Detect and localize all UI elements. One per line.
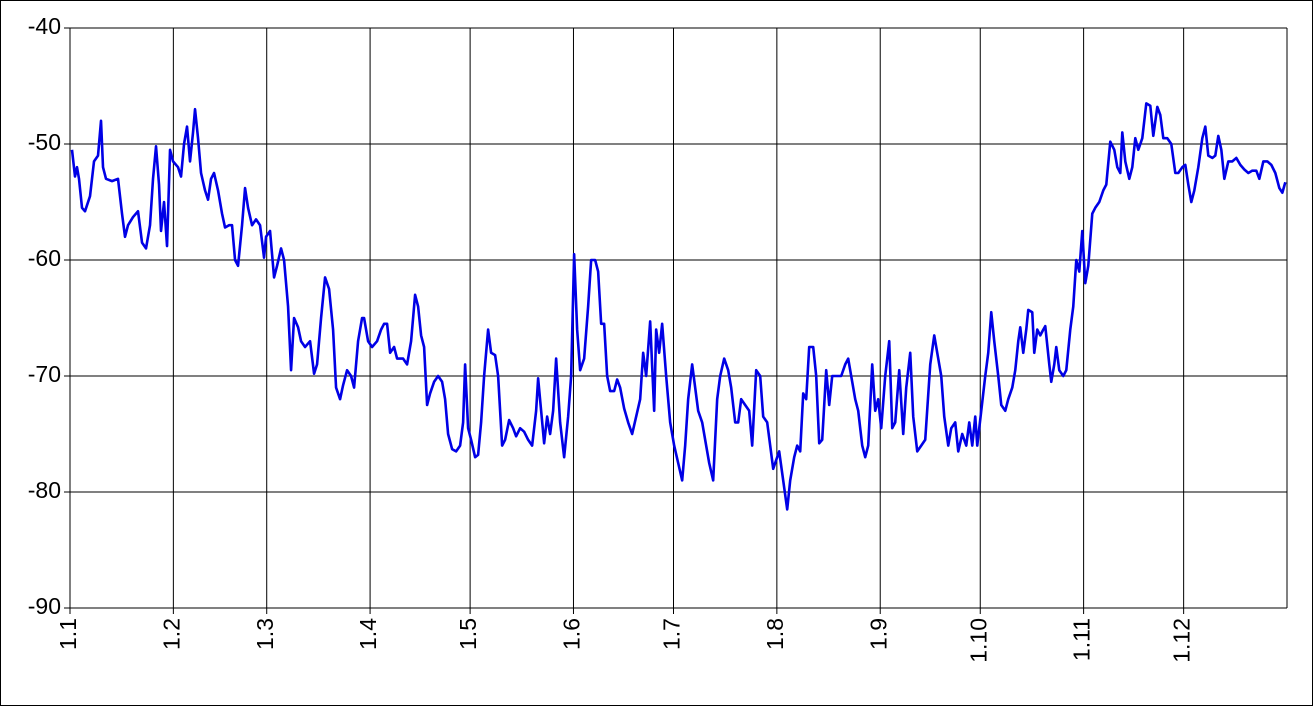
x-tick-label: 1.1 xyxy=(55,618,81,650)
x-tick-label: 1.10 xyxy=(965,618,991,663)
x-tick-label: 1.12 xyxy=(1169,618,1195,663)
y-tick-label: -70 xyxy=(28,361,61,387)
x-tick-label: 1.7 xyxy=(659,618,685,650)
x-tick-label: 1.2 xyxy=(158,618,184,650)
y-tick-label: -90 xyxy=(28,593,61,619)
y-tick-label: -80 xyxy=(28,477,61,503)
x-tick-label: 1.11 xyxy=(1069,618,1095,661)
x-tick-label: 1.4 xyxy=(355,618,381,650)
y-tick-label: -50 xyxy=(28,129,61,155)
x-tick-label: 1.9 xyxy=(865,618,891,650)
series-line xyxy=(70,102,1287,511)
y-tick-label: -40 xyxy=(28,13,61,39)
x-tick-label: 1.3 xyxy=(252,618,278,650)
y-tick-label: -60 xyxy=(28,245,61,271)
x-tick-label: 1.8 xyxy=(762,618,788,650)
x-tick-label: 1.5 xyxy=(455,618,481,650)
x-tick-label: 1.6 xyxy=(559,618,585,650)
